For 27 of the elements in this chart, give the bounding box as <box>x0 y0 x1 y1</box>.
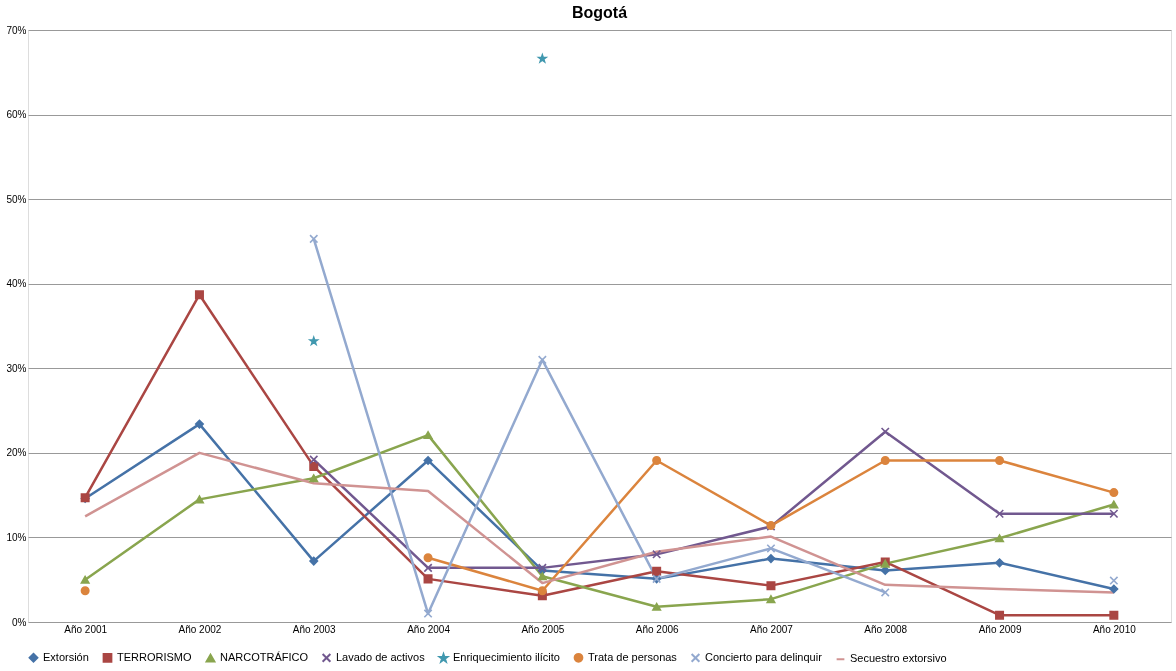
x-tick-label: Año 2003 <box>292 623 337 635</box>
legend-label: Extorsión <box>43 650 89 663</box>
y-tick-label: 0% <box>12 616 27 628</box>
y-tick-label: 60% <box>6 109 27 121</box>
x-tick-label: Año 2007 <box>750 623 794 635</box>
legend-label: Secuestro extorsivo <box>850 652 947 665</box>
y-tick-label: 30% <box>6 362 27 374</box>
chart-title: Bogotá <box>571 4 628 21</box>
y-tick-label: 40% <box>6 278 27 290</box>
x-tick-label: Año 2002 <box>178 623 222 635</box>
y-tick-label: 10% <box>6 531 27 543</box>
legend-label: NARCOTRÁFICO <box>220 651 309 664</box>
y-tick-label: 20% <box>6 447 27 459</box>
x-tick-label: Año 2010 <box>1092 623 1137 635</box>
x-tick-label: Año 2006 <box>635 623 679 635</box>
legend-label: Concierto para delinquir <box>705 650 823 663</box>
legend-label: TERRORISMO <box>117 650 192 663</box>
legend-label: Enriquecimiento ilícito <box>453 651 560 664</box>
y-tick-label: 70% <box>6 24 27 36</box>
x-tick-label: Año 2008 <box>864 623 908 635</box>
legend-label: Lavado de activos <box>336 650 426 663</box>
x-tick-label: Año 2009 <box>978 623 1022 635</box>
x-tick-label: Año 2004 <box>407 623 451 635</box>
x-tick-label: Año 2001 <box>64 623 108 635</box>
legend-label: Trata de personas <box>588 650 678 663</box>
x-tick-label: Año 2005 <box>521 623 565 635</box>
y-tick-label: 50% <box>6 193 27 205</box>
